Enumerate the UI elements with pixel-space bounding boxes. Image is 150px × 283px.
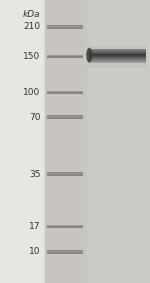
Bar: [88, 54, 146, 55]
Ellipse shape: [86, 48, 92, 63]
Bar: [46, 173, 83, 174]
Bar: [46, 91, 83, 92]
Bar: [88, 62, 146, 63]
Bar: [46, 225, 83, 228]
Bar: [46, 250, 83, 252]
Bar: [46, 116, 83, 117]
Bar: [88, 56, 146, 57]
Bar: [46, 172, 83, 176]
Bar: [46, 250, 83, 254]
Bar: [46, 91, 83, 94]
Bar: [88, 53, 146, 54]
Bar: [88, 50, 146, 51]
Bar: [88, 59, 146, 60]
Text: 10: 10: [29, 247, 40, 256]
Bar: [88, 57, 146, 58]
Bar: [88, 62, 146, 63]
Bar: [45, 0, 150, 283]
Bar: [88, 54, 146, 55]
Text: 35: 35: [29, 170, 40, 179]
Bar: [88, 51, 146, 52]
Text: 70: 70: [29, 113, 40, 122]
Bar: [88, 55, 146, 56]
Bar: [88, 49, 146, 50]
Bar: [88, 61, 146, 62]
Text: 150: 150: [23, 52, 40, 61]
Bar: [88, 60, 146, 61]
Bar: [46, 225, 83, 226]
Bar: [46, 115, 83, 119]
Bar: [88, 52, 146, 53]
Text: 210: 210: [23, 22, 40, 31]
Bar: [46, 25, 83, 27]
Bar: [88, 59, 146, 60]
Bar: [87, 46, 146, 68]
Bar: [87, 0, 150, 283]
Bar: [46, 55, 83, 58]
Text: 17: 17: [29, 222, 40, 231]
Bar: [45, 0, 87, 283]
Bar: [88, 58, 146, 59]
Bar: [46, 55, 83, 56]
Text: kDa: kDa: [23, 10, 40, 19]
Bar: [46, 25, 83, 29]
Text: 100: 100: [23, 88, 40, 97]
